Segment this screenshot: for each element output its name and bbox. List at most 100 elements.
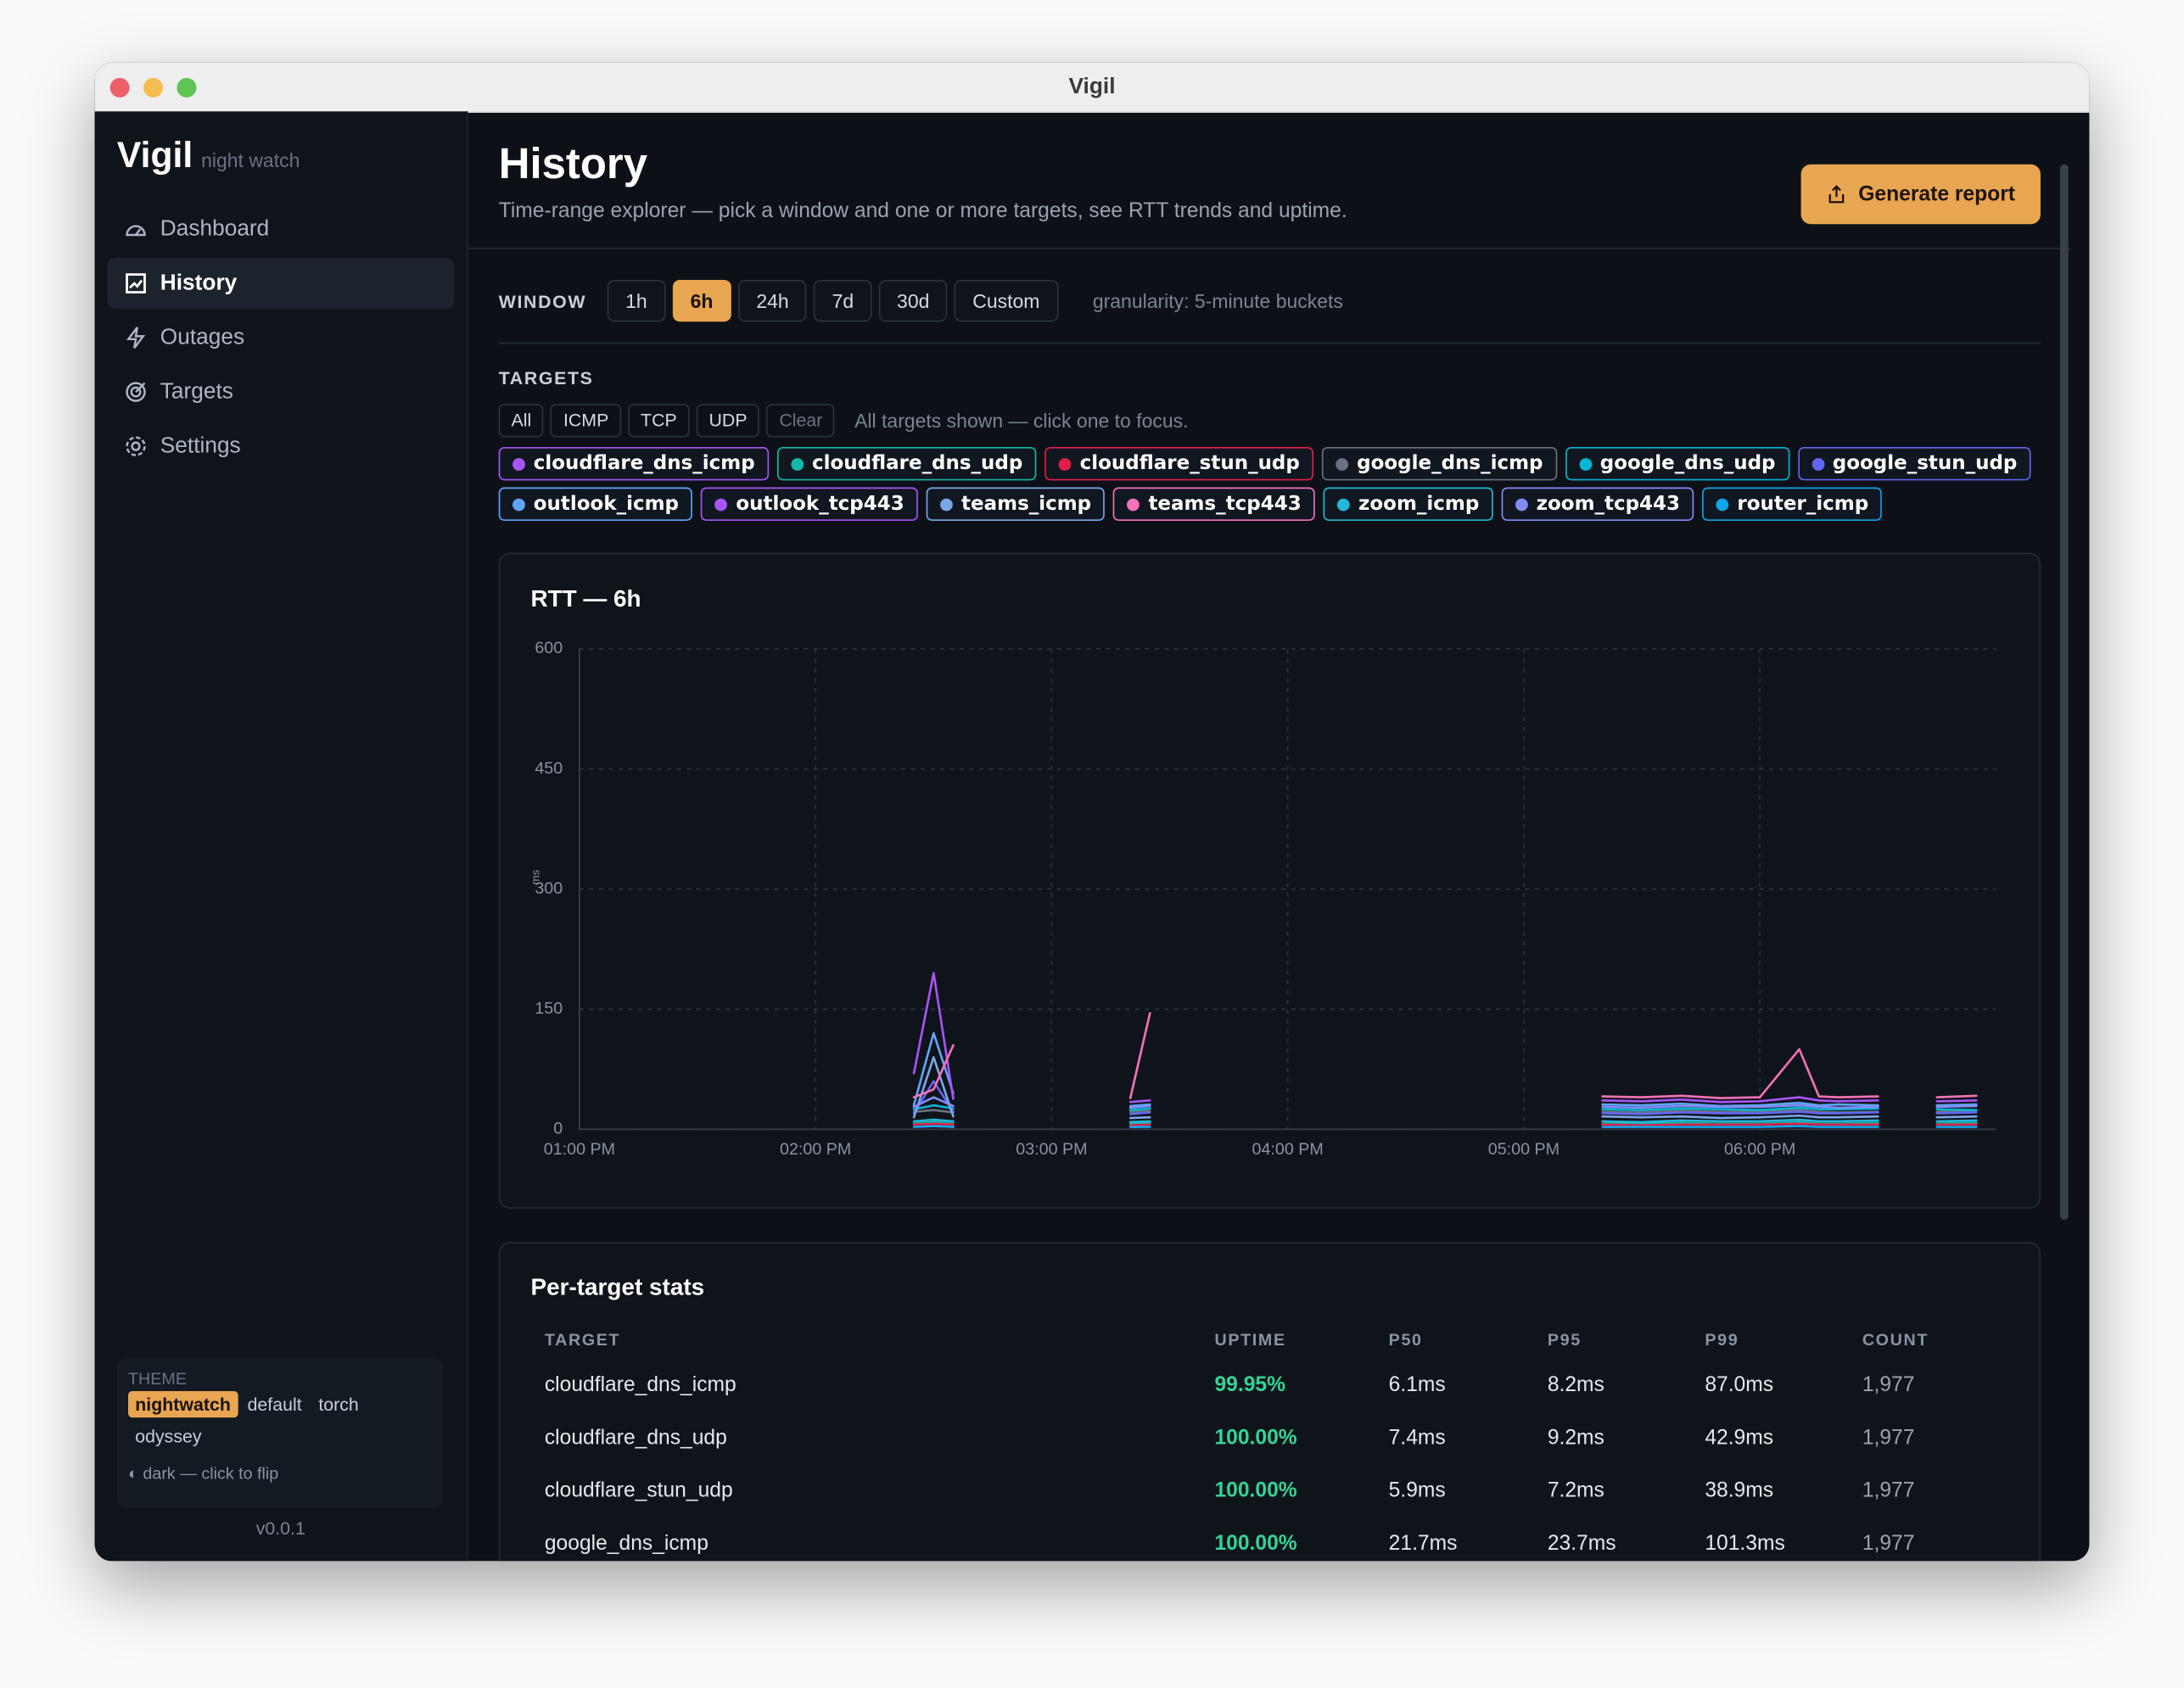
legend-swatch (1716, 497, 1729, 511)
stat-cell: 99.95% (1214, 1372, 1285, 1397)
legend-chip[interactable]: teams_tcp443 (1113, 487, 1316, 521)
nav-item[interactable]: Targets (107, 366, 454, 418)
stat-cell: 7.4ms (1388, 1425, 1446, 1450)
target-filter-option[interactable]: TCP (628, 404, 690, 438)
stat-cell: 38.9ms (1705, 1478, 1774, 1503)
legend-chip[interactable]: zoom_icmp (1323, 487, 1493, 521)
minimize-button[interactable] (143, 77, 164, 98)
theme-options: nightwatch default torch odyssey (128, 1389, 432, 1453)
legend-chip[interactable]: cloudflare_dns_udp (776, 446, 1037, 481)
legend: cloudflare_dns_icmp cloudflare_dns_udp clo… (498, 446, 2045, 521)
window-option[interactable]: 7d (814, 279, 872, 322)
column-header: P50 (1388, 1329, 1423, 1350)
nav-label: Dashboard (160, 216, 270, 241)
stat-cell: 1,977 (1862, 1478, 1915, 1503)
page-subtitle: Time-range explorer — pick a window and … (498, 198, 1347, 223)
legend-label: outlook_icmp (533, 493, 680, 516)
legend-chip[interactable]: google_dns_icmp (1322, 446, 1557, 481)
series-line (912, 1104, 1978, 1111)
legend-chip[interactable]: google_dns_udp (1565, 446, 1789, 481)
stat-cell: 5.9ms (1388, 1478, 1446, 1503)
theme-label: THEME (128, 1368, 187, 1389)
legend-chip[interactable]: cloudflare_dns_icmp (498, 446, 770, 481)
nav-label: Targets (160, 379, 233, 404)
window-option[interactable]: 24h (737, 279, 808, 322)
y-tick-label: 600 (535, 639, 563, 657)
x-tick-label: 04:00 PM (1252, 1140, 1324, 1159)
nav-item[interactable]: Outages (107, 312, 454, 364)
legend-chip[interactable]: outlook_tcp443 (701, 487, 919, 521)
close-button[interactable] (109, 77, 130, 98)
legend-label: google_stun_udp (1832, 452, 2018, 475)
stat-cell: 42.9ms (1705, 1425, 1774, 1450)
column-header: UPTIME (1214, 1329, 1286, 1350)
filter-label: TARGETS (498, 367, 594, 389)
x-tick-label: 03:00 PM (1016, 1140, 1087, 1159)
target-filter-option[interactable]: Clear (766, 404, 836, 438)
nav-item[interactable]: History (107, 257, 455, 310)
title-bar: Vigil (94, 62, 2090, 113)
y-axis-label: ms (529, 869, 541, 885)
window-option[interactable]: 6h (672, 279, 731, 322)
sidebar: Vigil night watch Dashboard History Outag… (94, 111, 468, 1562)
stats-card: Per-target stats TARGET UPTIME P50 P95 P99 CO… (498, 1242, 2041, 1562)
chart: RTT — 6h ms 0 150 300 450 600 01:00 PM 02:00 PM 0… (529, 585, 1996, 1159)
legend-swatch (1337, 497, 1351, 511)
tagline: night watch (201, 148, 300, 171)
nav-item[interactable]: Settings (107, 421, 454, 472)
chart-title: RTT — 6h (530, 585, 641, 612)
window-option[interactable]: 30d (878, 279, 948, 322)
theme-option[interactable]: torch (318, 1394, 359, 1415)
legend-chip[interactable]: router_icmp (1702, 487, 1883, 521)
target-name: cloudflare_dns_icmp (544, 1372, 736, 1397)
legend-label: teams_tcp443 (1148, 493, 1302, 516)
legend-chip[interactable]: outlook_icmp (498, 487, 693, 521)
legend-swatch (1336, 457, 1349, 471)
button-label: Generate report (1858, 182, 2016, 206)
target-name: cloudflare_stun_udp (544, 1478, 733, 1503)
generate-report-button[interactable]: Generate report (1800, 164, 2041, 225)
theme-option[interactable]: nightwatch (128, 1390, 238, 1418)
target-name: google_dns_icmp (544, 1531, 708, 1556)
theme-option[interactable]: odyssey (135, 1425, 202, 1447)
legend-label: outlook_tcp443 (736, 493, 904, 516)
target-filter-option[interactable]: UDP (696, 404, 760, 438)
window-title: Vigil (1068, 75, 1116, 99)
zoom-button[interactable] (176, 77, 197, 98)
nav-label: Outages (160, 325, 245, 349)
stat-cell: 8.2ms (1547, 1372, 1604, 1397)
page-title: History (498, 139, 648, 188)
stat-cell: 100.00% (1214, 1425, 1297, 1450)
nav-item[interactable]: Dashboard (107, 204, 454, 255)
legend-chip[interactable]: google_stun_udp (1797, 446, 2031, 481)
target-hint: All targets shown — click one to focus. (854, 409, 1189, 432)
legend-chip[interactable]: cloudflare_stun_udp (1044, 446, 1314, 481)
legend-label: teams_icmp (961, 493, 1092, 516)
window-filter: WINDOW 1h 6h 24h 7d 30d Custom granularity: 5-m… (499, 279, 1343, 322)
theme-mode[interactable]: ◐ dark — click to flip (128, 1463, 279, 1484)
x-tick-label: 06:00 PM (1724, 1140, 1795, 1159)
legend-swatch (512, 457, 525, 471)
chart-card: RTT — 6h ms 0 150 300 450 600 01:00 PM 02:00 PM 0… (498, 552, 2041, 1209)
window-option[interactable]: Custom (954, 279, 1058, 322)
theme-option[interactable]: default (247, 1394, 302, 1415)
legend-chip[interactable]: zoom_tcp443 (1501, 487, 1694, 521)
legend-label: router_icmp (1737, 493, 1869, 516)
stat-cell: 7.2ms (1547, 1478, 1604, 1503)
window-option[interactable]: 1h (607, 279, 666, 322)
target-filter-option[interactable]: ICMP (551, 404, 622, 438)
scrollbar[interactable] (2059, 164, 2069, 1221)
legend-chip[interactable]: teams_icmp (926, 487, 1106, 521)
stat-cell: 87.0ms (1705, 1372, 1774, 1397)
target-filter-option[interactable]: All (498, 404, 544, 438)
stat-cell: 100.00% (1214, 1478, 1297, 1503)
legend-swatch (1059, 457, 1072, 471)
stat-cell: 101.3ms (1705, 1531, 1785, 1556)
series-line (912, 1125, 1978, 1128)
divider (498, 342, 2041, 344)
divider (468, 248, 2072, 249)
series-line (912, 1122, 1978, 1126)
legend-swatch (512, 497, 525, 511)
series-line (912, 1096, 1978, 1109)
